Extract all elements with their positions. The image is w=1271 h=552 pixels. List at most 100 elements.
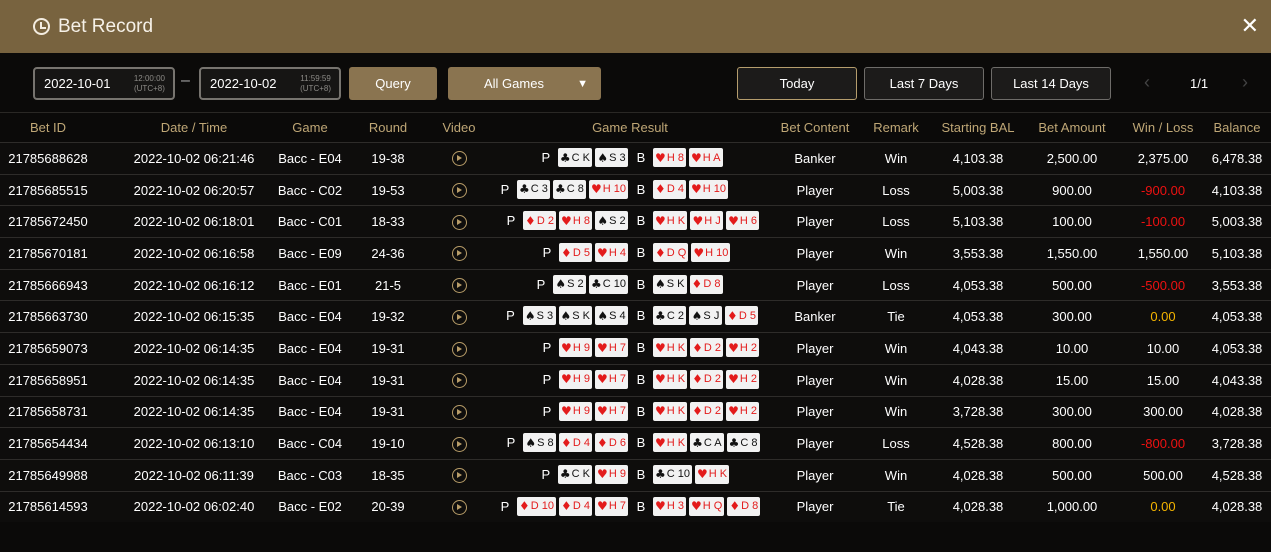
win-loss: 500.00 xyxy=(1143,467,1183,483)
bet-amount: 100.00 xyxy=(1052,214,1092,230)
table-row[interactable]: 21785663730 2022-10-02 06:15:35 Bacc - E04… xyxy=(0,300,1271,333)
prev-page-icon[interactable]: ‹ xyxy=(1144,72,1150,92)
video-button[interactable] xyxy=(439,214,479,230)
banker-label: B xyxy=(636,181,646,197)
bet-id: 21785672450 xyxy=(8,214,88,230)
player-hand: P S 8D 4D 6 xyxy=(504,433,628,453)
table-row[interactable]: 21785658951 2022-10-02 06:14:35 Bacc - E04… xyxy=(0,363,1271,396)
win-loss: -900.00 xyxy=(1140,182,1186,198)
playing-card-diamond: D 2 xyxy=(523,211,556,231)
player-hand: P D 10D 4H 7 xyxy=(498,496,628,516)
bet-amount: 1,550.00 xyxy=(1046,245,1098,261)
playing-card-diamond: D 2 xyxy=(690,401,724,421)
game-result: P H 9H 7 B H KD 2H 2 xyxy=(482,401,778,422)
table-row[interactable]: 21785658731 2022-10-02 06:14:35 Bacc - E04… xyxy=(0,395,1271,428)
playing-card-heart: H 2 xyxy=(726,338,760,358)
playing-card-spade: S 3 xyxy=(595,148,628,167)
player-hand: P S 3S KS 4 xyxy=(504,306,628,326)
playing-card-diamond: D 5 xyxy=(725,306,758,326)
query-button[interactable]: Query xyxy=(349,67,437,100)
next-page-icon[interactable]: › xyxy=(1242,72,1248,92)
date-range-dash: – xyxy=(181,72,190,89)
bet-id: 21785649988 xyxy=(8,467,88,483)
end-date-input[interactable]: 2022-10-02 11:59:59 (UTC+8) xyxy=(199,67,341,100)
video-button[interactable] xyxy=(439,277,479,294)
playing-card-heart: H K xyxy=(653,401,688,421)
video-button[interactable] xyxy=(439,309,479,325)
table-row[interactable]: 21785672450 2022-10-02 06:18:01 Bacc - C01… xyxy=(0,205,1271,238)
last-7-days-button[interactable]: Last 7 Days xyxy=(864,67,984,100)
table-row[interactable]: 21785654434 2022-10-02 06:13:10 Bacc - C04… xyxy=(0,427,1271,459)
bet-content: Player xyxy=(796,436,834,452)
game-name: Bacc - C01 xyxy=(277,214,343,230)
round: 19-32 xyxy=(371,309,405,325)
start-time-value: 12:00:00 xyxy=(133,74,165,83)
banker-label: B xyxy=(636,308,646,324)
date-time: 2022-10-02 06:21:46 xyxy=(133,150,255,166)
remark: Loss xyxy=(882,277,910,293)
balance: 4,528.38 xyxy=(1211,467,1263,483)
playing-card-heart: H 9 xyxy=(559,401,592,421)
bet-amount: 500.00 xyxy=(1052,277,1092,293)
bet-id: 21785659073 xyxy=(8,340,88,356)
close-icon[interactable]: ✕ xyxy=(1240,13,1259,38)
win-loss: 0.00 xyxy=(1150,309,1176,325)
play-icon xyxy=(451,214,467,230)
bet-amount: 300.00 xyxy=(1052,404,1092,420)
video-button[interactable] xyxy=(439,436,479,452)
bet-content: Player xyxy=(796,467,834,483)
win-loss: -100.00 xyxy=(1140,214,1186,230)
playing-card-heart: H Q xyxy=(689,496,725,516)
starting-balance: 4,053.38 xyxy=(952,309,1004,325)
balance: 5,103.38 xyxy=(1211,245,1263,261)
remark: Win xyxy=(884,467,908,483)
table-row[interactable]: 21785685515 2022-10-02 06:20:57 Bacc - C02… xyxy=(0,173,1271,206)
start-date-input[interactable]: 2022-10-01 12:00:00 (UTC+8) xyxy=(33,67,175,100)
playing-card-diamond: D Q xyxy=(653,243,689,263)
round: 19-38 xyxy=(371,150,405,166)
round: 18-33 xyxy=(371,214,405,230)
playing-card-spade: S 2 xyxy=(552,274,586,294)
round: 20-39 xyxy=(371,499,405,515)
table-row[interactable]: 21785649988 2022-10-02 06:11:39 Bacc - C03… xyxy=(0,458,1271,491)
game-result: P D 5H 4 B D QH 10 xyxy=(482,243,778,263)
round: 19-31 xyxy=(371,340,405,356)
table-row[interactable]: 21785614593 2022-10-02 06:02:40 Bacc - E02… xyxy=(0,490,1271,523)
playing-card-club: C K xyxy=(557,148,592,167)
bet-amount: 500.00 xyxy=(1052,467,1092,483)
remark: Win xyxy=(884,404,908,420)
video-button[interactable] xyxy=(439,340,479,357)
table-row[interactable]: 21785666943 2022-10-02 06:16:12 Bacc - E01… xyxy=(0,268,1271,301)
round: 19-53 xyxy=(371,182,405,198)
table-row[interactable]: 21785670181 2022-10-02 06:16:58 Bacc - E09… xyxy=(0,237,1271,269)
game-name: Bacc - C02 xyxy=(277,182,343,198)
balance: 4,053.38 xyxy=(1211,340,1263,356)
playing-card-club: C 10 xyxy=(588,274,628,294)
column-header-bet-id: Bet ID xyxy=(29,120,67,135)
video-button[interactable] xyxy=(439,467,479,484)
balance: 3,553.38 xyxy=(1211,277,1263,293)
balance: 6,478.38 xyxy=(1211,150,1263,166)
playing-card-spade: S 2 xyxy=(595,211,628,231)
column-header-game: Game xyxy=(292,120,328,135)
date-time: 2022-10-02 06:14:35 xyxy=(133,404,255,420)
bet-id: 21785685515 xyxy=(8,182,88,198)
bet-amount: 300.00 xyxy=(1052,309,1092,325)
bet-amount: 800.00 xyxy=(1052,436,1092,452)
last-14-days-button[interactable]: Last 14 Days xyxy=(991,67,1111,100)
playing-card-diamond: D 8 xyxy=(689,274,723,294)
game-result: P S 8D 4D 6 B H KC AC 8 xyxy=(482,433,778,453)
table-row[interactable]: 21785659073 2022-10-02 06:14:35 Bacc - E04… xyxy=(0,332,1271,364)
player-label: P xyxy=(536,276,546,292)
table-row[interactable]: 21785688628 2022-10-02 06:21:46 Bacc - E04… xyxy=(0,142,1271,174)
game-select[interactable]: All Games ▼ xyxy=(448,67,601,100)
video-button[interactable] xyxy=(439,372,479,389)
video-button[interactable] xyxy=(439,404,479,420)
video-button[interactable] xyxy=(439,499,479,515)
video-button[interactable] xyxy=(439,245,479,262)
game-name: Bacc - E01 xyxy=(278,277,342,293)
end-time-value: 11:59:59 xyxy=(300,74,331,83)
video-button[interactable] xyxy=(439,150,479,167)
today-button[interactable]: Today xyxy=(737,67,857,100)
video-button[interactable] xyxy=(439,182,479,199)
